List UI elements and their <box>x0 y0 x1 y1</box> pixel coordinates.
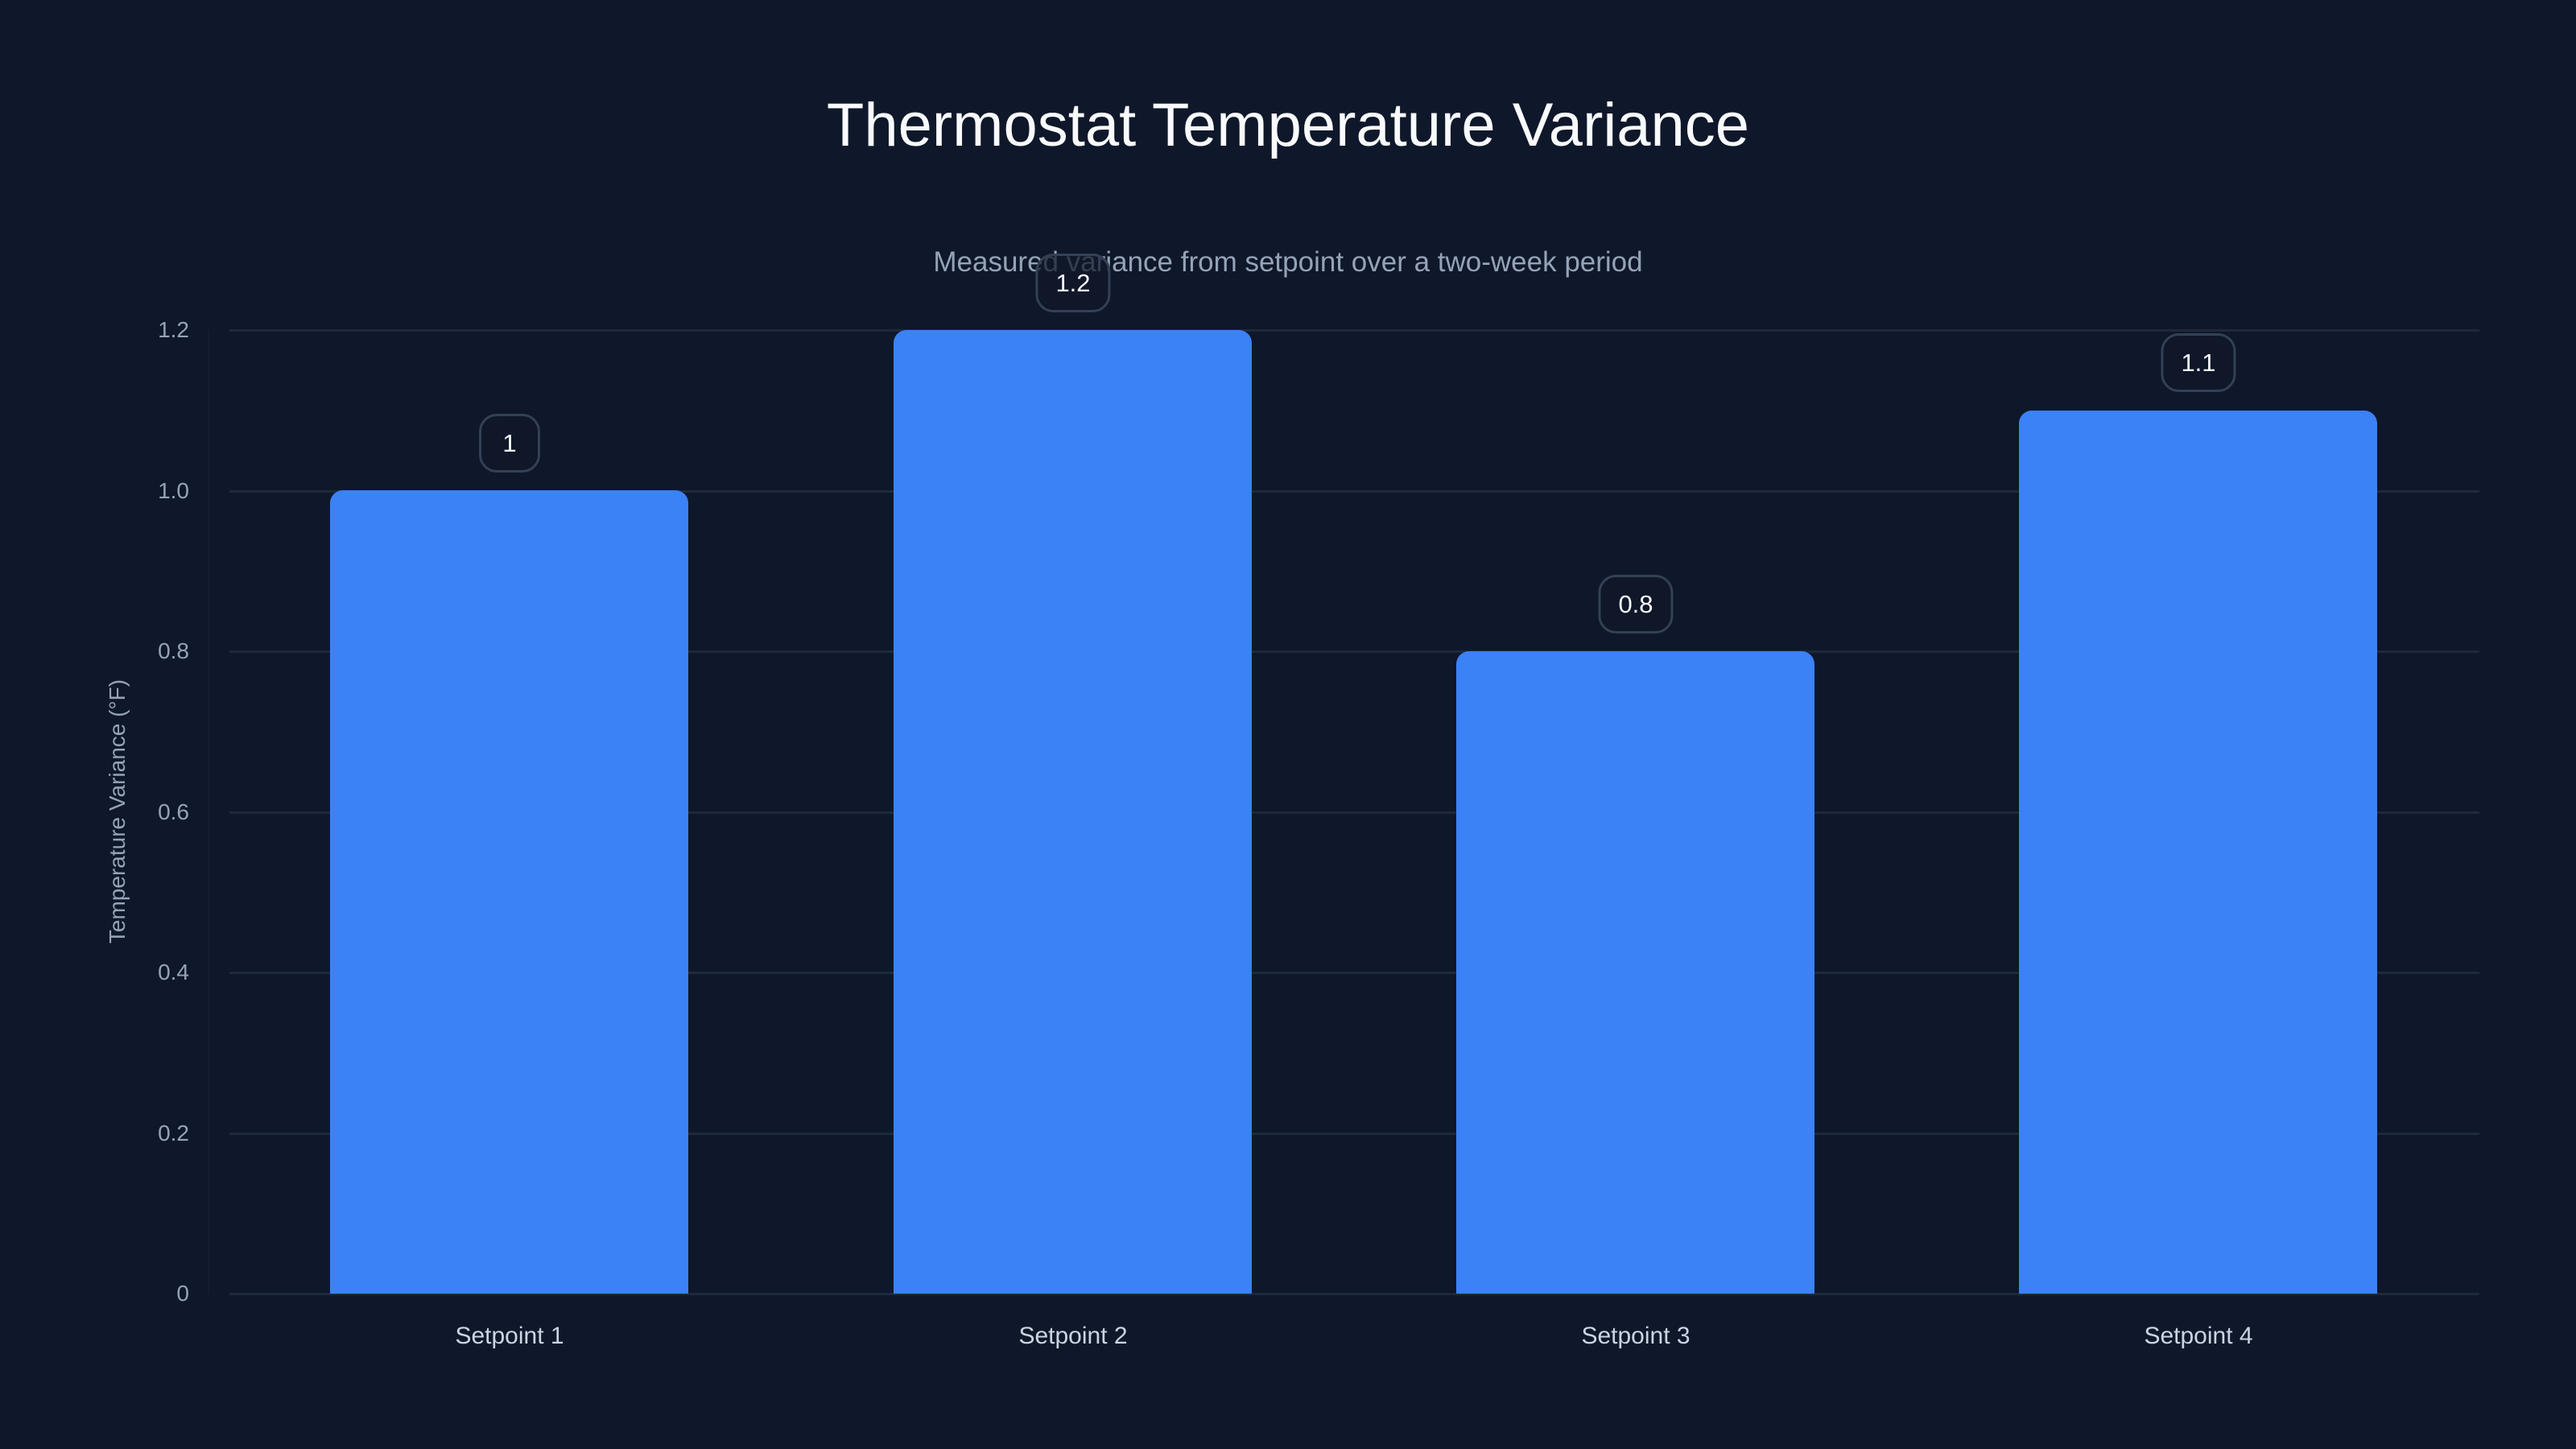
chart-title: Thermostat Temperature Variance <box>826 91 1750 159</box>
gridline-0.6 <box>229 811 2479 814</box>
y-tick: 1.0 <box>158 478 189 503</box>
bar-setpoint-2[interactable] <box>894 330 1252 1294</box>
value-label-setpoint-4: 1.1 <box>2161 333 2236 392</box>
plot-area: 0 0.2 0.4 0.6 0.8 1.0 1.2 1 1.2 0.8 1.1 … <box>158 254 2479 1349</box>
gridline-0 <box>229 1293 2479 1295</box>
y-tick: 0 <box>176 1281 189 1306</box>
bar-setpoint-3[interactable] <box>1456 651 1814 1294</box>
gridline-0.4 <box>229 972 2479 974</box>
x-tick-setpoint-4: Setpoint 4 <box>2144 1323 2253 1349</box>
y-tick: 0.8 <box>158 638 189 663</box>
value-label-setpoint-1: 1 <box>479 414 540 473</box>
chart-subtitle: Measured variance from setpoint over a t… <box>933 246 1643 278</box>
gridline-0.2 <box>229 1133 2479 1135</box>
value-label-setpoint-2: 1.2 <box>1035 254 1111 312</box>
y-tick: 0.2 <box>158 1121 189 1146</box>
bar-setpoint-4[interactable] <box>2019 411 2377 1294</box>
x-tick-setpoint-1: Setpoint 1 <box>455 1323 564 1349</box>
y-tick: 1.2 <box>158 317 189 342</box>
gridline-0.8 <box>229 650 2479 653</box>
gridline-1.2 <box>229 329 2479 332</box>
x-tick-setpoint-2: Setpoint 2 <box>1018 1323 1128 1349</box>
value-label-setpoint-3: 0.8 <box>1598 575 1674 634</box>
y-tick: 0.6 <box>158 799 189 824</box>
gridline-1.0 <box>229 490 2479 493</box>
y-axis-line <box>208 330 209 1294</box>
y-tick: 0.4 <box>158 960 189 985</box>
x-tick-setpoint-3: Setpoint 3 <box>1581 1323 1690 1349</box>
bar-setpoint-1[interactable] <box>330 490 688 1294</box>
